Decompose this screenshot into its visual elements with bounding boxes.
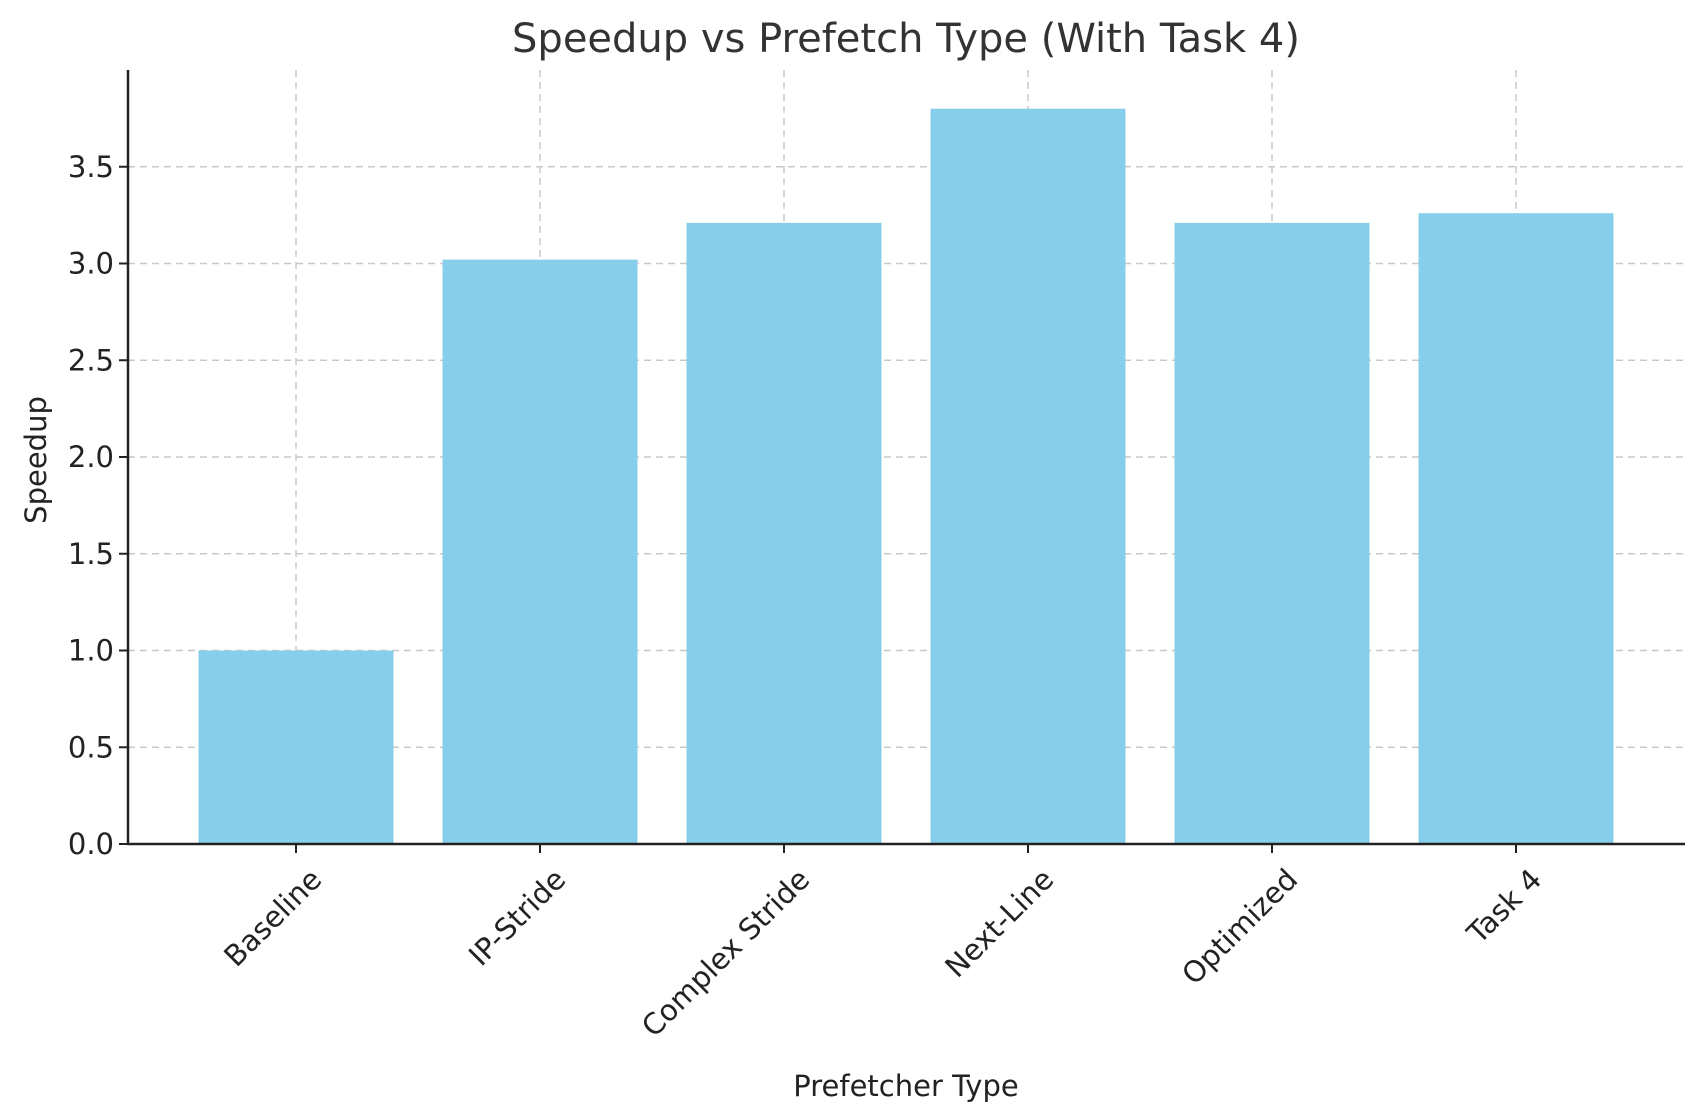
x-axis-label: Prefetcher Type — [793, 1069, 1018, 1103]
y-tick-label: 1.0 — [68, 634, 114, 668]
y-tick-label: 0.0 — [68, 827, 114, 861]
x-tick-label: Baseline — [217, 862, 328, 973]
bar-baseline — [198, 650, 394, 844]
bars-layer — [198, 108, 1614, 845]
y-tick-label: 1.5 — [68, 537, 114, 571]
x-tick-label: Complex Stride — [635, 862, 816, 1043]
bar-optimized — [1174, 222, 1370, 845]
y-tick-label: 0.5 — [68, 730, 114, 764]
y-tick-label: 2.5 — [68, 343, 114, 377]
bar-complex-stride — [686, 222, 882, 845]
y-tick-label: 2.0 — [68, 440, 114, 474]
x-tick-label: Optimized — [1175, 862, 1304, 991]
y-axis-label: Speedup — [19, 396, 53, 524]
bar-ip-stride — [442, 259, 638, 844]
bar-task-4 — [1418, 213, 1614, 844]
y-tick-label: 3.0 — [68, 247, 114, 281]
bar-next-line — [930, 108, 1126, 844]
chart-title: Speedup vs Prefetch Type (With Task 4) — [512, 16, 1300, 62]
y-tick-label: 3.5 — [68, 150, 114, 184]
x-tick-label: Task 4 — [1460, 862, 1549, 951]
x-tick-label: Next-Line — [938, 862, 1060, 984]
x-tick-label: IP-Stride — [462, 862, 572, 972]
